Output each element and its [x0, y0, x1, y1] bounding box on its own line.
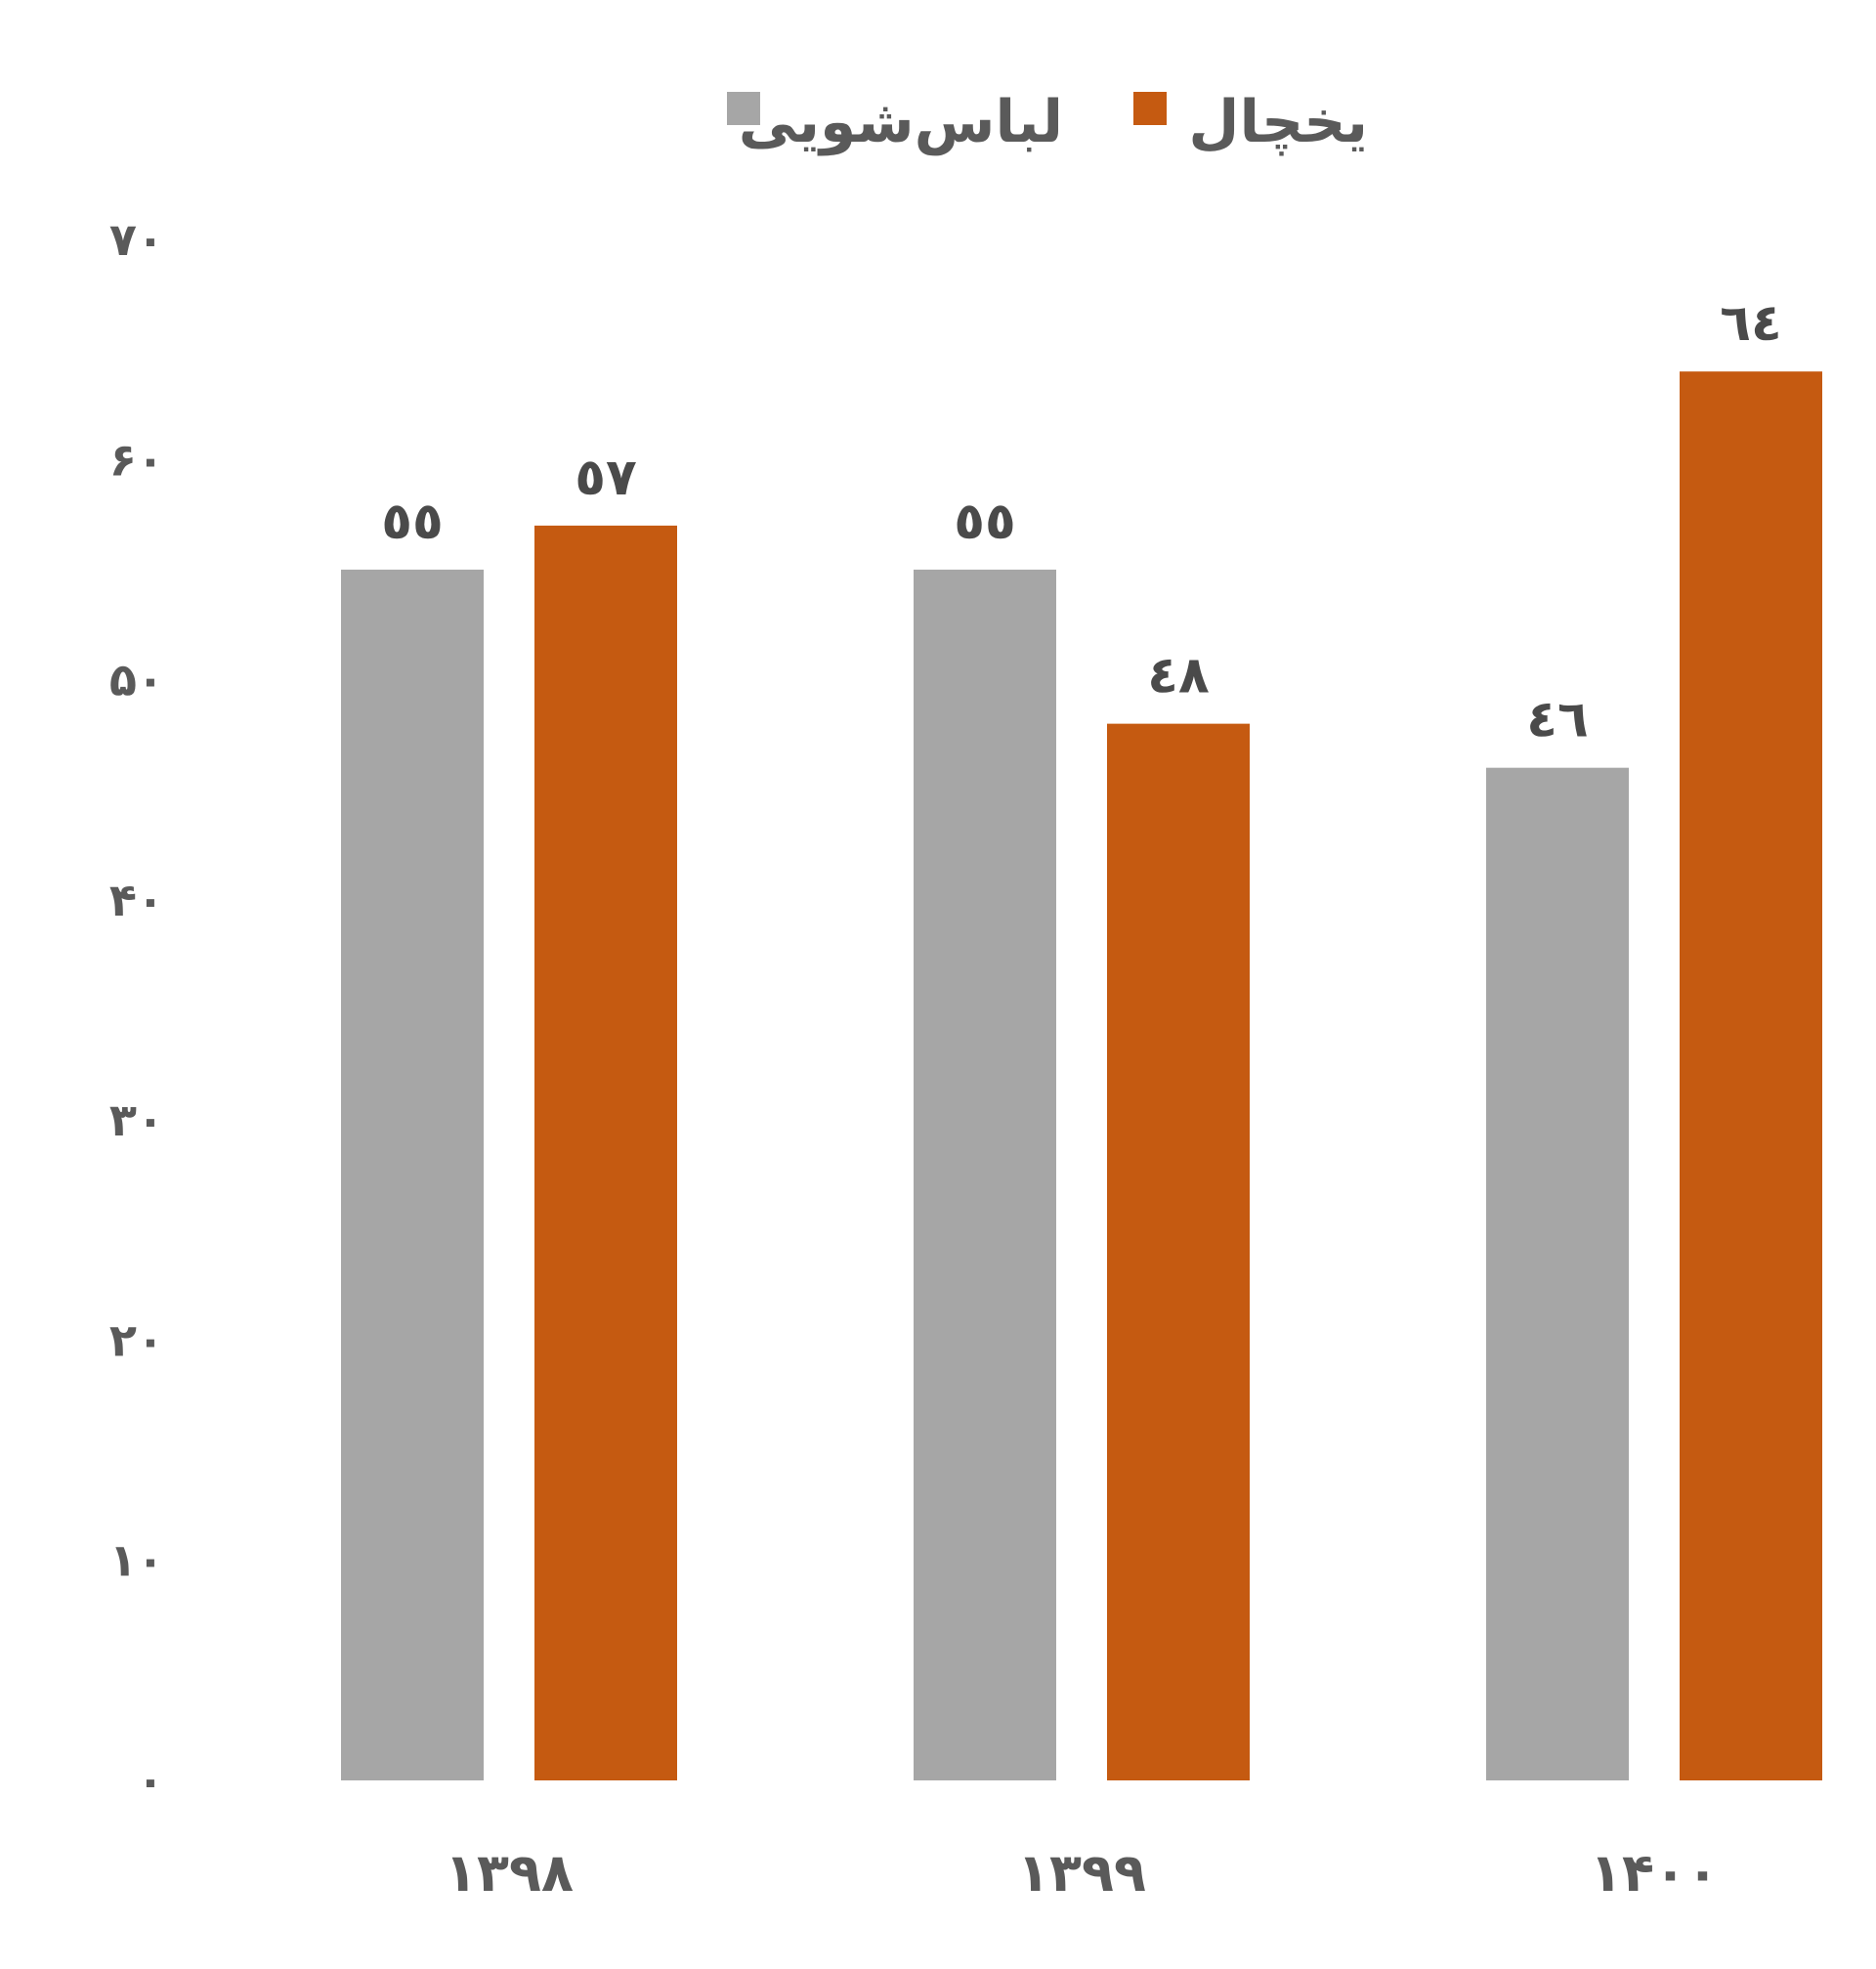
y-tick-label: ۰: [137, 1754, 164, 1807]
x-category-label: ۱۳۹۹: [1017, 1842, 1146, 1904]
bar-series-1-cat-0: [534, 525, 677, 1781]
y-tick-label: ۶۰: [109, 433, 164, 486]
y-tick-label: ۳۰: [109, 1093, 164, 1146]
data-label: ٤٦: [1526, 691, 1588, 749]
legend-swatch: [727, 92, 760, 125]
y-tick-label: ۲۰: [109, 1313, 164, 1366]
legend: لباس‌شویی یخچال: [727, 88, 1368, 156]
y-tick-label: ۴۰: [109, 874, 164, 926]
bar-series-0-cat-0: [341, 569, 484, 1780]
bar-series-0-cat-2: [1486, 767, 1629, 1780]
y-tick-label: ۷۰: [109, 213, 164, 266]
x-category-label: ۱۳۹۸: [445, 1842, 574, 1904]
bar-series-0-cat-1: [914, 569, 1056, 1780]
data-label: ٥٥: [954, 492, 1015, 551]
legend-swatch: [1133, 92, 1167, 125]
x-category-label: ۱۴۰۰: [1590, 1842, 1719, 1904]
data-label: ٥٥: [381, 492, 443, 551]
y-axis: ۰ ۱۰ ۲۰ ۳۰ ۴۰ ۵۰ ۶۰ ۷۰: [109, 213, 164, 1807]
y-tick-label: ۱۰: [109, 1534, 164, 1587]
y-tick-label: ۵۰: [109, 654, 164, 706]
legend-label: لباس‌شویی: [739, 88, 1063, 156]
data-label: ٤٨: [1147, 647, 1209, 706]
data-label: ٦٤: [1720, 294, 1781, 353]
legend-label: یخچال: [1188, 88, 1368, 156]
bar-series-1-cat-2: [1680, 371, 1822, 1781]
data-label: ٥٧: [575, 449, 636, 507]
bar-series-1-cat-1: [1107, 723, 1250, 1780]
bars: [341, 371, 1822, 1781]
x-axis: ۱۳۹۸ ۱۳۹۹ ۱۴۰۰: [445, 1842, 1719, 1904]
data-labels: ٥٥ ٥٧ ٥٥ ٤٨ ٤٦ ٦٤: [381, 294, 1781, 749]
